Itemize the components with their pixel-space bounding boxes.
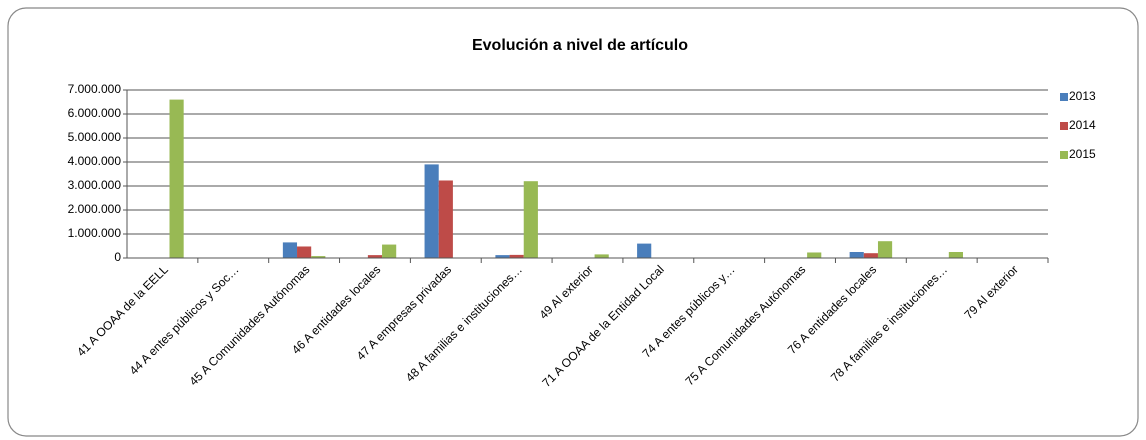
chart-title: Evolución a nivel de artículo — [472, 37, 688, 54]
bar — [382, 244, 397, 258]
y-tick-label: 7.000.000 — [68, 82, 122, 96]
bar — [594, 254, 609, 258]
y-tick-label: 3.000.000 — [68, 178, 122, 192]
bar — [849, 252, 864, 258]
bar — [169, 99, 184, 258]
y-tick-label: 6.000.000 — [68, 106, 122, 120]
bar — [509, 254, 524, 258]
y-tick-label: 4.000.000 — [68, 154, 122, 168]
legend-swatch — [1060, 93, 1068, 101]
y-tick-label: 2.000.000 — [68, 202, 122, 216]
legend-label: 2015 — [1069, 147, 1096, 161]
legend-label: 2014 — [1069, 118, 1096, 132]
bar — [495, 255, 510, 258]
legend-label: 2013 — [1069, 89, 1096, 103]
bar — [367, 255, 383, 258]
bar — [637, 243, 652, 258]
y-tick-label: 5.000.000 — [68, 130, 122, 144]
bar — [807, 252, 822, 258]
bar — [863, 253, 878, 258]
bar — [438, 180, 453, 258]
bar — [877, 241, 893, 258]
chart-frame — [7, 7, 1139, 437]
legend-swatch — [1060, 122, 1068, 130]
bar — [424, 164, 439, 258]
bar — [948, 252, 963, 258]
y-tick-label: 0 — [114, 250, 121, 264]
bar — [282, 242, 298, 258]
bar — [297, 246, 312, 258]
bar — [311, 256, 326, 258]
y-tick-label: 1.000.000 — [68, 226, 122, 240]
bar — [523, 181, 538, 258]
legend-swatch — [1060, 151, 1068, 159]
